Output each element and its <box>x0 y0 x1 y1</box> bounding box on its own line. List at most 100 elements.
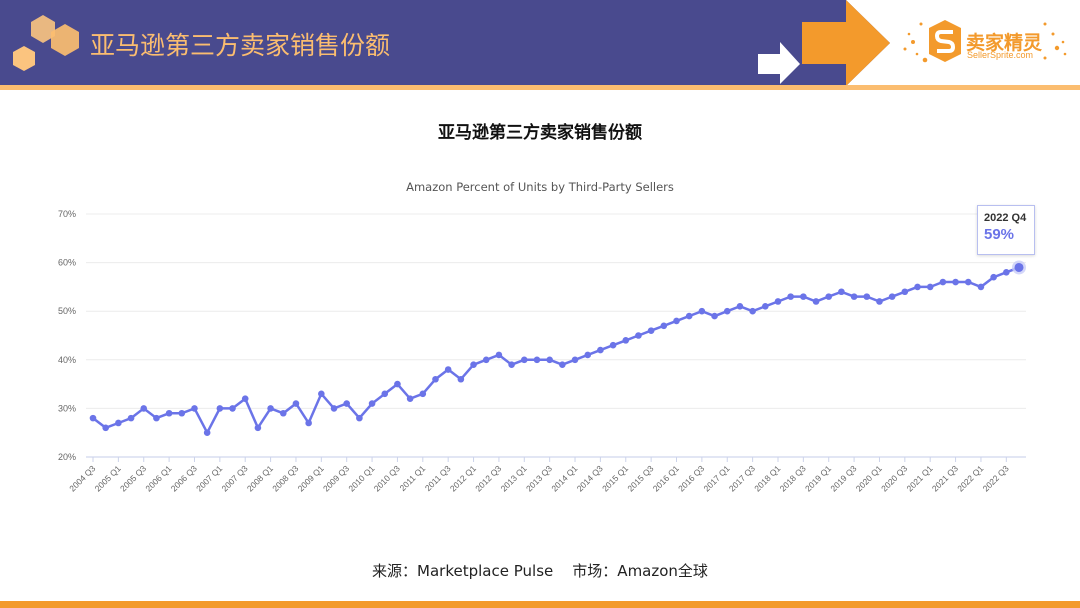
data-point[interactable] <box>876 298 883 305</box>
data-point[interactable] <box>914 283 921 291</box>
data-point[interactable] <box>647 327 655 334</box>
data-point[interactable] <box>546 356 553 364</box>
data-point[interactable] <box>597 346 604 354</box>
chart-title: Amazon Percent of Units by Third-Party S… <box>406 180 674 194</box>
data-point[interactable] <box>444 366 452 373</box>
data-point[interactable] <box>584 351 592 359</box>
data-point[interactable] <box>165 409 173 417</box>
data-point[interactable] <box>406 395 414 402</box>
data-point[interactable] <box>470 361 477 368</box>
data-point[interactable] <box>1003 269 1010 276</box>
data-point[interactable] <box>520 356 528 364</box>
data-point[interactable] <box>432 375 439 383</box>
data-point[interactable] <box>482 356 490 364</box>
tooltip-value: 59% <box>984 226 1015 243</box>
data-point[interactable] <box>241 395 249 402</box>
data-point[interactable] <box>495 351 503 359</box>
data-point[interactable] <box>812 298 820 305</box>
data-point[interactable] <box>863 293 871 300</box>
data-point[interactable] <box>318 390 325 398</box>
data-point[interactable] <box>330 405 338 412</box>
data-point[interactable] <box>850 293 858 300</box>
data-point[interactable] <box>381 390 389 398</box>
data-point[interactable] <box>292 400 300 407</box>
x-tick-label: 2018 Q1 <box>752 463 782 493</box>
data-point[interactable] <box>622 337 630 344</box>
data-point[interactable] <box>267 405 274 412</box>
data-point[interactable] <box>660 322 668 330</box>
y-tick-label: 20% <box>58 452 76 462</box>
data-point[interactable] <box>178 409 186 417</box>
data-point[interactable] <box>926 283 934 291</box>
data-point[interactable] <box>153 414 160 422</box>
data-point[interactable] <box>102 424 109 432</box>
data-point[interactable] <box>964 278 972 286</box>
data-point[interactable] <box>343 400 350 407</box>
data-point[interactable] <box>901 288 909 296</box>
data-point[interactable] <box>191 405 198 412</box>
data-point[interactable] <box>533 356 541 364</box>
data-point[interactable] <box>115 419 122 427</box>
data-point[interactable] <box>1014 262 1024 272</box>
data-point[interactable] <box>571 356 579 364</box>
data-point[interactable] <box>254 424 262 432</box>
x-tick-label: 2017 Q3 <box>727 463 757 493</box>
x-tick-label: 2011 Q1 <box>398 463 428 493</box>
data-point[interactable] <box>559 361 566 368</box>
x-tick-label: 2012 Q1 <box>448 463 478 493</box>
x-tick-label: 2013 Q3 <box>524 463 554 493</box>
data-point[interactable] <box>977 283 985 291</box>
data-point[interactable] <box>609 341 617 349</box>
data-point[interactable] <box>787 293 794 300</box>
x-tick-label: 2012 Q3 <box>473 463 503 493</box>
data-point[interactable] <box>229 405 236 412</box>
data-point[interactable] <box>711 312 718 320</box>
chart-tooltip: 2022 Q4 59% <box>977 205 1035 255</box>
data-point[interactable] <box>356 414 363 422</box>
x-tick-label: 2020 Q3 <box>879 463 909 493</box>
data-point[interactable] <box>127 414 135 422</box>
x-tick-label: 2006 Q3 <box>169 463 199 493</box>
data-point[interactable] <box>419 390 427 398</box>
data-point[interactable] <box>685 312 693 320</box>
data-point[interactable] <box>939 278 947 286</box>
data-point[interactable] <box>990 273 997 281</box>
x-tick-label: 2022 Q1 <box>955 463 985 493</box>
data-point[interactable] <box>635 332 642 339</box>
x-tick-label: 2008 Q3 <box>270 463 300 493</box>
x-tick-label: 2016 Q1 <box>651 463 681 493</box>
data-point[interactable] <box>279 409 287 417</box>
x-tick-label: 2006 Q1 <box>143 463 173 493</box>
data-point[interactable] <box>698 307 706 315</box>
y-tick-label: 60% <box>58 258 76 268</box>
x-tick-label: 2015 Q1 <box>600 463 630 493</box>
data-point[interactable] <box>749 307 756 315</box>
data-point[interactable] <box>736 303 744 310</box>
data-point[interactable] <box>762 303 769 310</box>
data-point[interactable] <box>89 414 97 422</box>
x-tick-label: 2009 Q3 <box>321 463 351 493</box>
data-point[interactable] <box>723 307 731 315</box>
data-point[interactable] <box>394 380 401 388</box>
data-point[interactable] <box>774 298 782 305</box>
data-point[interactable] <box>800 293 807 300</box>
data-point[interactable] <box>952 278 959 286</box>
data-point[interactable] <box>368 400 376 407</box>
x-tick-label: 2017 Q1 <box>702 463 732 493</box>
x-tick-label: 2021 Q1 <box>904 463 934 493</box>
data-point[interactable] <box>508 361 515 368</box>
data-point[interactable] <box>305 419 312 427</box>
data-point[interactable] <box>838 288 845 296</box>
x-tick-label: 2008 Q1 <box>245 463 275 493</box>
data-point[interactable] <box>673 317 680 325</box>
data-point[interactable] <box>203 429 211 436</box>
data-point[interactable] <box>140 405 148 412</box>
data-point[interactable] <box>888 293 896 300</box>
x-tick-label: 2007 Q1 <box>194 463 224 493</box>
data-point[interactable] <box>216 405 224 412</box>
header-underline <box>0 85 1080 90</box>
x-tick-label: 2022 Q3 <box>981 463 1011 493</box>
data-point[interactable] <box>457 375 465 383</box>
data-point[interactable] <box>825 293 833 300</box>
